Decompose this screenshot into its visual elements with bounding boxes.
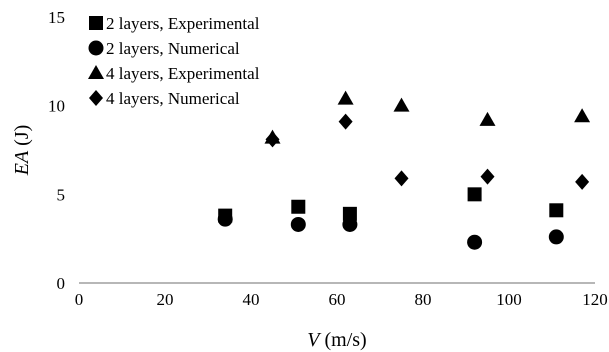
data-points <box>217 90 591 250</box>
diamond-data-point <box>480 168 495 185</box>
y-axis-title: EA (J) <box>11 125 33 177</box>
diamond-data-point <box>394 170 409 187</box>
triangle-data-point <box>337 90 354 105</box>
legend-triangle-marker <box>88 65 104 79</box>
circle-data-point <box>290 216 306 232</box>
x-tick-label: 60 <box>329 290 346 309</box>
legend-label: 4 layers, Experimental <box>106 64 260 83</box>
y-tick-label: 0 <box>57 274 66 293</box>
legend-diamond-marker <box>89 90 103 106</box>
diamond-data-point <box>575 173 590 190</box>
triangle-data-point <box>393 97 410 112</box>
y-tick-label: 5 <box>57 185 66 204</box>
legend-label: 2 layers, Numerical <box>106 39 240 58</box>
circle-data-point <box>548 229 564 245</box>
x-tick-label: 0 <box>75 290 84 309</box>
circle-data-point <box>342 216 358 232</box>
legend: 2 layers, Experimental 2 layers, Numerica… <box>88 14 260 108</box>
square-data-point <box>291 199 306 214</box>
legend-circle-marker <box>88 40 104 56</box>
axes: 0 20 40 60 80 100 120 0 5 10 15 <box>48 8 608 309</box>
y-tick-label: 10 <box>48 97 65 116</box>
x-tick-label: 40 <box>243 290 260 309</box>
x-tick-label: 80 <box>415 290 432 309</box>
y-axis-symbol: EA <box>11 150 33 176</box>
diamond-data-point <box>338 113 353 130</box>
y-tick-label: 15 <box>48 8 65 27</box>
y-axis-ticks: 0 5 10 15 <box>48 8 65 293</box>
legend-label: 2 layers, Experimental <box>106 14 260 33</box>
circle-data-point <box>467 234 483 250</box>
x-tick-label: 100 <box>496 290 522 309</box>
x-axis-symbol: V <box>307 329 322 351</box>
square-data-point <box>342 206 357 221</box>
circle-data-point <box>217 211 233 227</box>
square-data-point <box>549 203 564 218</box>
legend-square-marker <box>89 16 103 30</box>
x-tick-label: 20 <box>157 290 174 309</box>
x-axis-unit: (m/s) <box>325 329 367 351</box>
diamond-data-point <box>265 131 280 148</box>
triangle-data-point <box>574 108 591 123</box>
triangle-data-point <box>479 111 496 126</box>
square-data-point <box>467 187 482 202</box>
x-axis-title: V (m/s) <box>307 329 366 351</box>
legend-label: 4 layers, Numerical <box>106 89 240 108</box>
x-axis-ticks: 0 20 40 60 80 100 120 <box>75 290 608 309</box>
x-tick-label: 120 <box>582 290 608 309</box>
y-axis-unit: (J) <box>11 125 33 146</box>
